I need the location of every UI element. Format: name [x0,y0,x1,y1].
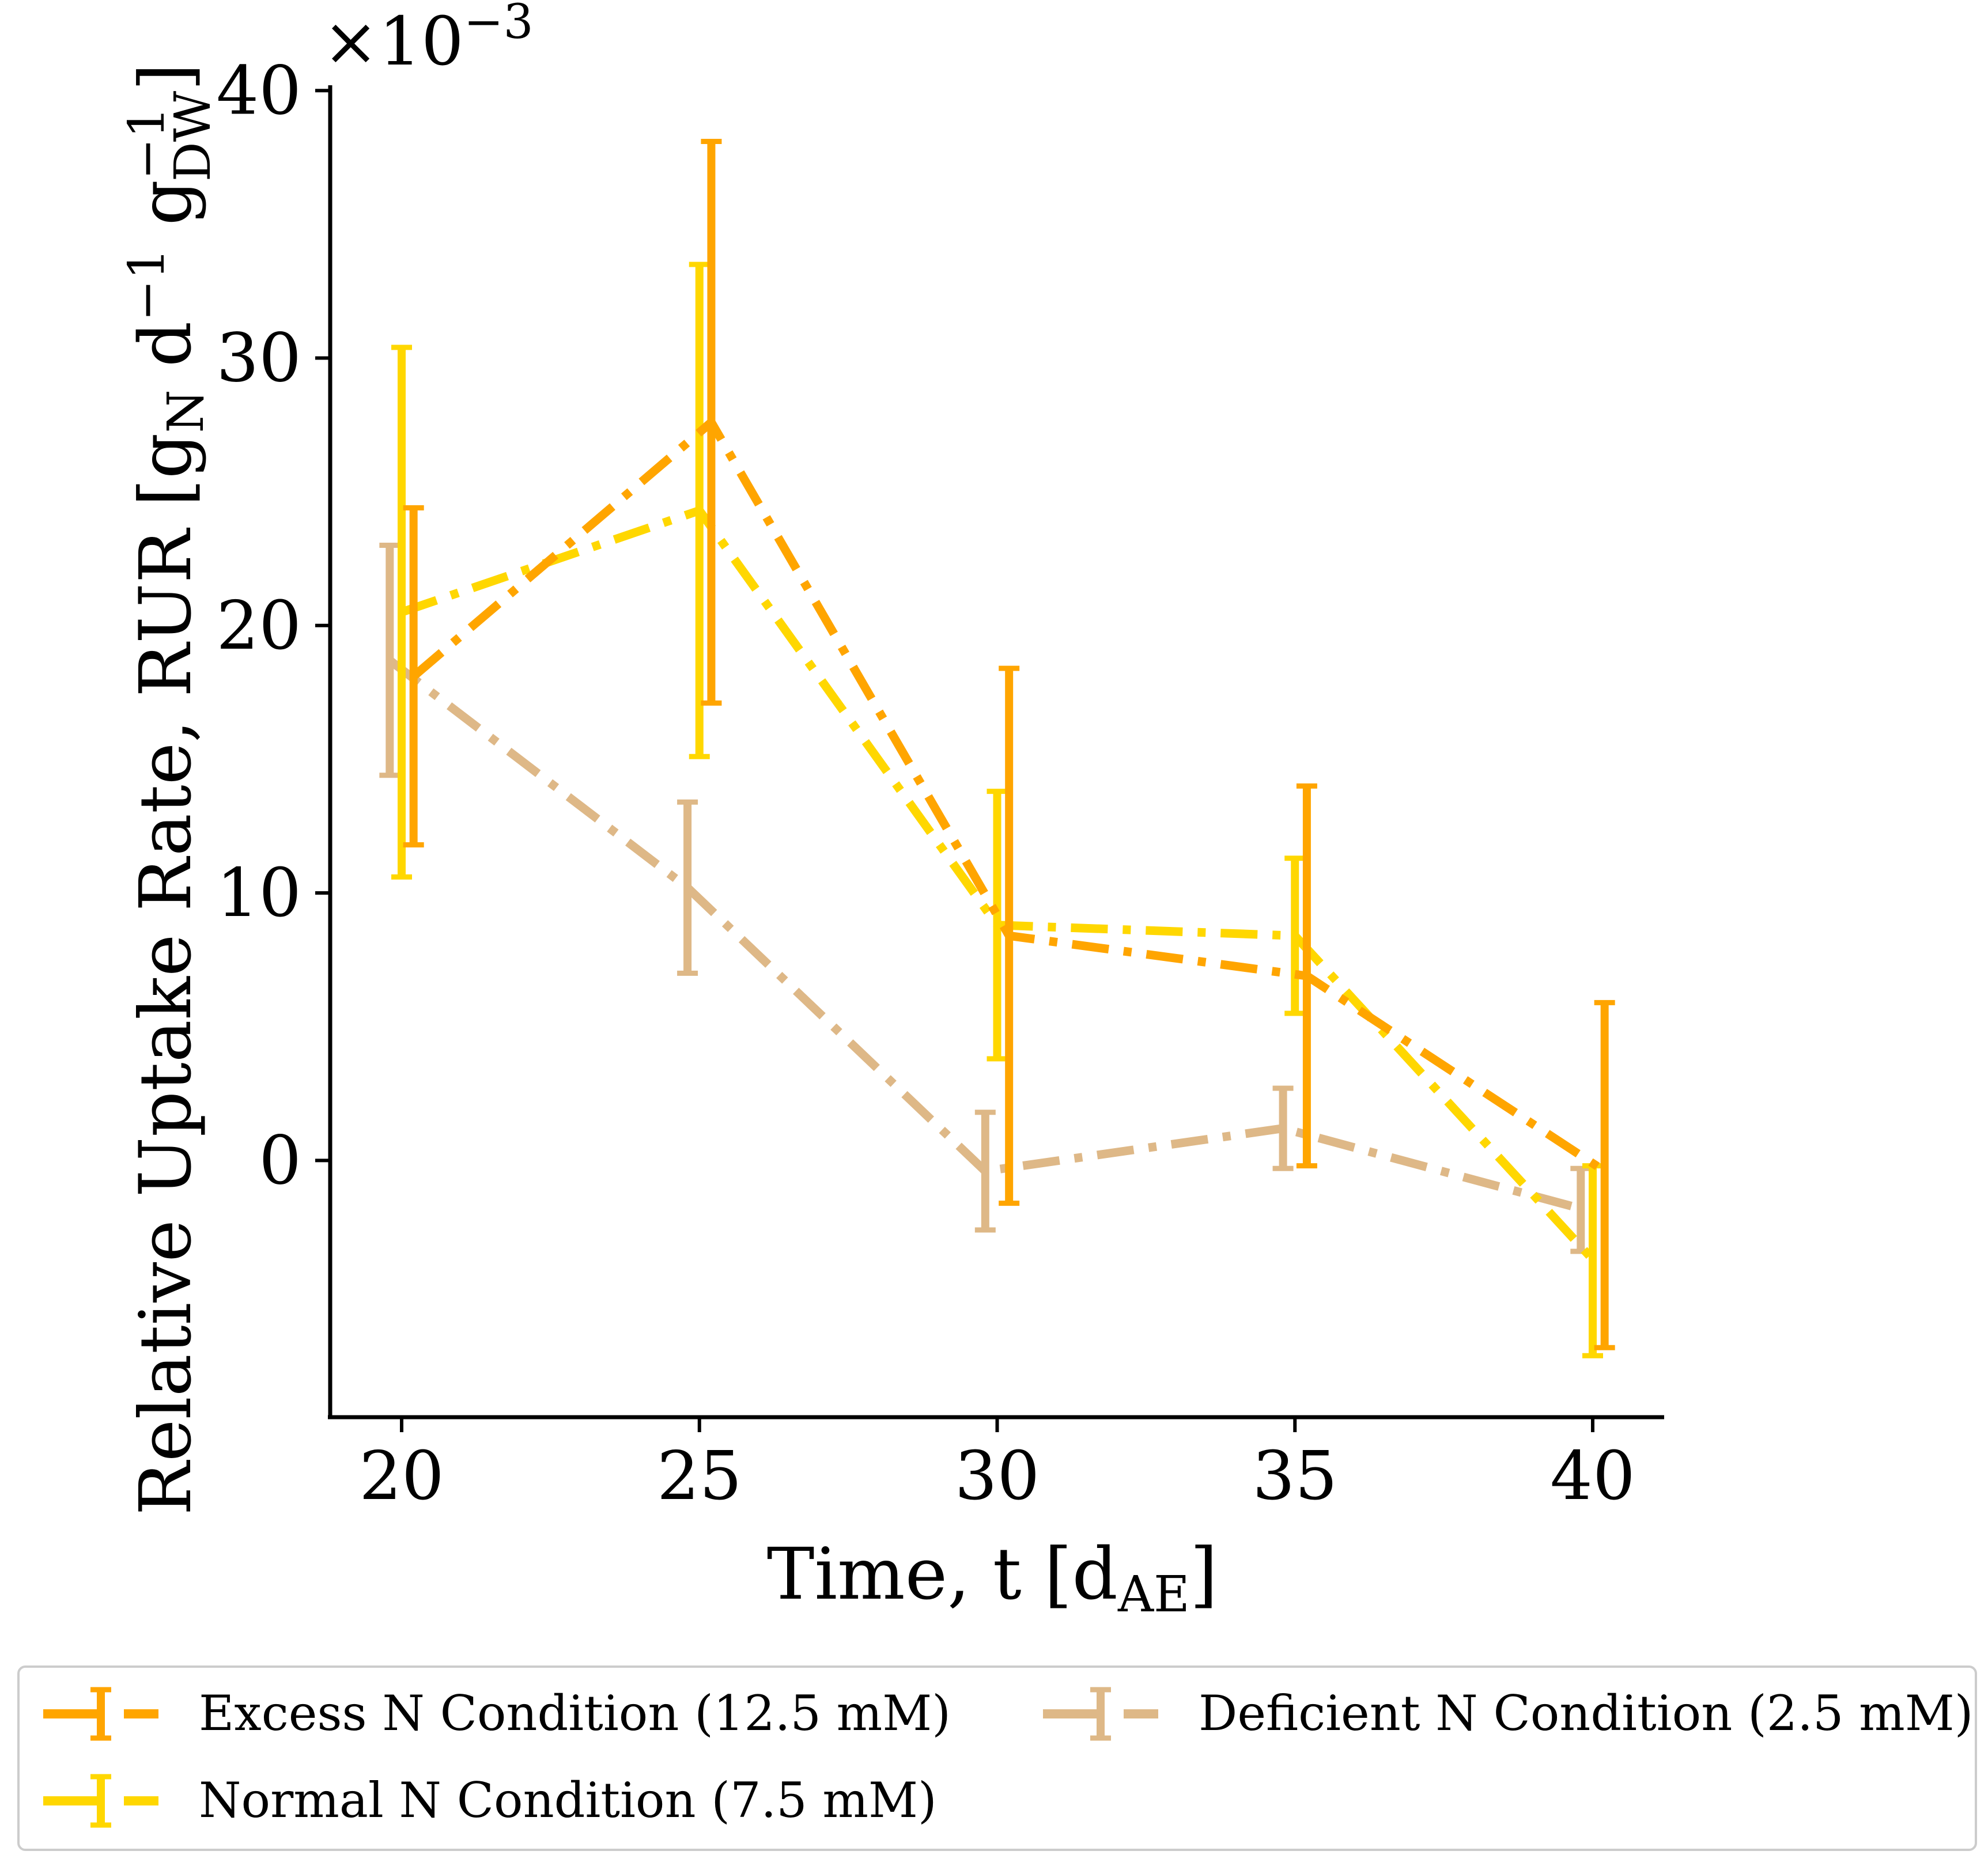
x-tick-label: 30 [955,1437,1040,1515]
plot-area: 20 25 30 35 40 0 10 20 30 40 [216,52,1664,1515]
y-tick-label: 0 [259,1122,301,1199]
x-axis-label: Time, t [dAE] [767,1533,1218,1623]
legend-entry-0: Excess N Condition (12.5 mM) [43,1685,951,1742]
y-tick-label: 20 [216,587,301,665]
y-tick-label: 10 [216,854,301,932]
x-axis-ticks: 20 25 30 35 40 [359,1417,1635,1515]
series-1 [391,262,1603,1358]
series-layer [379,138,1615,1358]
y-tick-label: 40 [216,52,301,130]
legend-entry-1: Normal N Condition (7.5 mM) [43,1772,937,1829]
legend-entry-2: Deficient N Condition (2.5 mM) [1043,1685,1974,1742]
y-tick-label: 30 [216,320,301,398]
series-line [400,506,1596,1263]
legend-label: Deficient N Condition (2.5 mM) [1199,1685,1974,1742]
x-tick-label: 35 [1252,1437,1337,1515]
series-line [387,657,1582,1213]
y-axis-ticks: 0 10 20 30 40 [216,52,330,1199]
y-scale-note: ×10−3 [323,0,534,81]
series-0 [403,138,1615,1350]
legend-entries: Excess N Condition (12.5 mM) Normal N Con… [43,1685,1974,1829]
legend-label: Excess N Condition (12.5 mM) [199,1685,951,1742]
series-2 [379,543,1592,1254]
legend: Excess N Condition (12.5 mM) Normal N Con… [17,1665,1977,1851]
x-tick-label: 25 [657,1437,742,1515]
legend-frame [17,1665,1977,1851]
x-tick-label: 40 [1550,1437,1635,1515]
legend-label: Normal N Condition (7.5 mM) [199,1772,937,1829]
y-axis-label: Relative Uptake Rate, RUR [gN d−1 g−1DW] [118,63,222,1516]
series-line [410,418,1607,1175]
x-tick-label: 20 [359,1437,444,1515]
